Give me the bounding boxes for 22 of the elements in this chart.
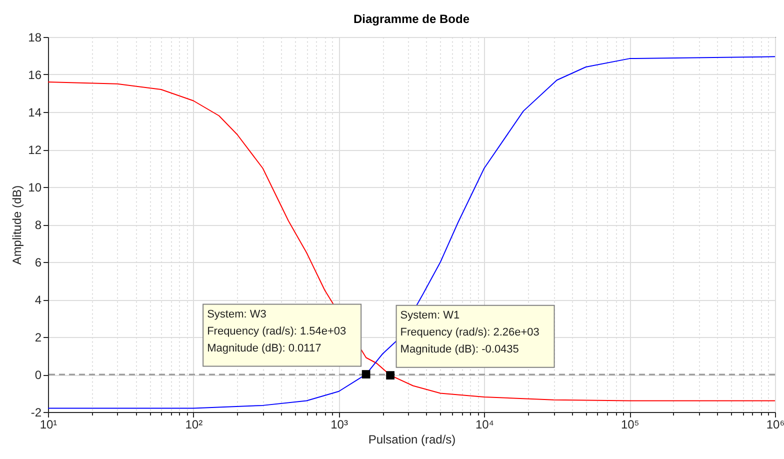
x-tick-label: 10⁵ — [620, 418, 640, 432]
y-tick-label: 8 — [34, 218, 42, 232]
x-tick-label: 10³ — [330, 418, 348, 432]
annotation: System: W3 Frequency (rad/s): 1.54e+03 Magnitude (dB): 0.0117 — [207, 308, 346, 354]
y-tick-label: -2 — [30, 406, 42, 420]
y-tick-label: 14 — [28, 106, 42, 120]
y-tick-label: 4 — [34, 293, 42, 307]
y-axis-title: Amplitude (dB) — [10, 185, 24, 265]
x-tick-label: 10⁴ — [475, 418, 494, 432]
y-tick-label: 18 — [28, 30, 42, 44]
y-tick-label: 12 — [28, 143, 42, 157]
y-tick-label: 10 — [28, 180, 42, 194]
y-tick-label: 2 — [34, 330, 42, 344]
x-tick-label: 10² — [185, 418, 203, 432]
x-tick-label: 10⁶ — [766, 418, 784, 432]
y-tick-label: 16 — [28, 68, 42, 82]
y-tick-label: 6 — [34, 256, 42, 270]
x-axis-title: Pulsation (rad/s) — [368, 432, 456, 446]
y-tick-label: 0 — [34, 368, 42, 382]
annotation: System: W1 Frequency (rad/s): 2.26e+03 Magnitude (dB): -0.0435 — [400, 309, 540, 356]
x-tick-label: 10¹ — [40, 418, 58, 432]
chart-title: Diagramme de Bode — [353, 12, 470, 26]
